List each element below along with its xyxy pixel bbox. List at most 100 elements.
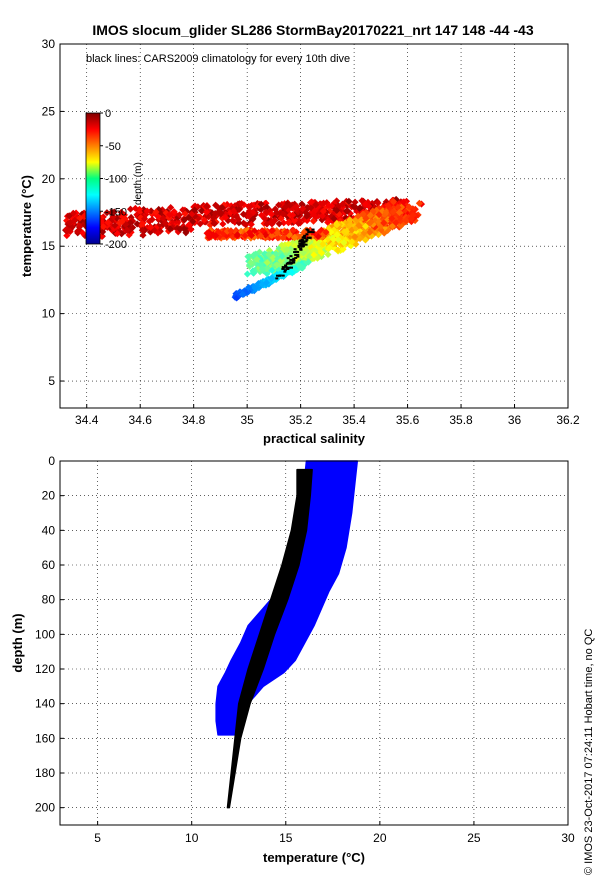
ts-point bbox=[320, 199, 328, 207]
ts-point bbox=[283, 246, 291, 254]
ts-point bbox=[312, 201, 320, 209]
ts-point bbox=[274, 234, 282, 242]
ts-point bbox=[196, 220, 204, 228]
profile-ytick-label: 180 bbox=[35, 766, 55, 780]
ts-point bbox=[265, 246, 273, 254]
ts-climatology-mark bbox=[290, 262, 294, 265]
ts-point bbox=[248, 231, 256, 239]
ts-point bbox=[284, 219, 292, 227]
profile-ytick-label: 140 bbox=[35, 697, 55, 711]
ts-xtick-label: 36.2 bbox=[556, 413, 580, 427]
ts-point bbox=[279, 210, 287, 218]
ts-point bbox=[399, 198, 407, 206]
ts-xtick-label: 34.6 bbox=[129, 413, 153, 427]
ts-point bbox=[219, 220, 227, 228]
ts-point bbox=[324, 250, 332, 259]
ts-point bbox=[351, 203, 359, 211]
ts-point bbox=[298, 200, 306, 208]
profile-ytick-label: 100 bbox=[35, 627, 55, 641]
ts-point bbox=[251, 284, 259, 292]
ts-point bbox=[267, 218, 275, 226]
ts-climatology-mark bbox=[299, 247, 303, 250]
ts-ytick-label: 25 bbox=[42, 104, 56, 118]
ts-point bbox=[190, 206, 199, 214]
ts-point bbox=[268, 232, 276, 240]
ts-xtick-label: 34.8 bbox=[182, 413, 206, 427]
ts-climatology-mark bbox=[283, 269, 287, 272]
ts-climatology-mark bbox=[307, 231, 311, 234]
ts-point bbox=[366, 211, 374, 219]
ts-plot-frame bbox=[59, 43, 569, 409]
climatology-profile-envelope bbox=[226, 468, 313, 809]
ts-climatology-mark bbox=[299, 243, 303, 246]
ts-xtick-label: 35.4 bbox=[342, 413, 366, 427]
ts-point bbox=[319, 212, 327, 220]
ts-point bbox=[238, 290, 247, 298]
ts-climatology-mark bbox=[278, 274, 282, 277]
ts-climatology-mark bbox=[293, 248, 297, 251]
ts-point bbox=[303, 217, 311, 225]
ts-point bbox=[366, 228, 374, 236]
ts-point bbox=[175, 211, 184, 219]
ts-ytick-label: 20 bbox=[42, 172, 56, 186]
ts-point bbox=[384, 201, 392, 210]
colorbar-tick-label: 0 bbox=[105, 108, 111, 120]
ts-point bbox=[241, 232, 249, 240]
ts-point bbox=[267, 275, 276, 283]
ts-point bbox=[367, 218, 375, 226]
ts-climatology-mark bbox=[292, 257, 296, 260]
ts-point bbox=[333, 206, 341, 214]
ts-point bbox=[123, 226, 131, 234]
ts-climatology-mark bbox=[301, 239, 305, 242]
profile-xtick-label: 20 bbox=[373, 831, 387, 845]
ts-point bbox=[246, 211, 254, 219]
ts-point bbox=[346, 216, 354, 224]
ts-point bbox=[293, 202, 301, 210]
ts-point bbox=[362, 222, 370, 230]
ts-point bbox=[118, 230, 126, 238]
ts-point bbox=[111, 221, 119, 229]
ts-climatology-mark bbox=[287, 262, 291, 265]
ts-climatology-mark bbox=[306, 236, 310, 239]
colorbar-ticks: 0 -50 -100 -150 -200 bbox=[100, 108, 127, 251]
ts-point bbox=[343, 227, 351, 235]
ts-point bbox=[263, 259, 271, 267]
ts-point bbox=[289, 226, 297, 234]
ts-xtick-label: 35 bbox=[240, 413, 254, 427]
ts-point bbox=[63, 232, 71, 240]
ts-climatology-mark bbox=[301, 236, 305, 239]
ts-ytick-label: 30 bbox=[42, 37, 56, 51]
ts-point bbox=[322, 228, 330, 236]
ts-point bbox=[187, 225, 195, 234]
ts-point bbox=[65, 212, 73, 220]
ts-climatology-mark bbox=[304, 240, 308, 243]
profile-xtick-label: 5 bbox=[94, 831, 101, 845]
ts-point bbox=[277, 257, 285, 265]
ts-point bbox=[279, 234, 287, 242]
ts-point bbox=[170, 208, 178, 216]
ts-ytick-label: 5 bbox=[48, 374, 55, 388]
ts-point bbox=[303, 212, 311, 220]
y-axis-label-2: depth (m) bbox=[10, 613, 25, 672]
ts-point bbox=[161, 219, 170, 227]
colorbar-tick-label: -100 bbox=[105, 174, 127, 186]
ts-climatology-mark bbox=[297, 246, 301, 249]
ts-point bbox=[245, 283, 253, 291]
ts-climatology-mark bbox=[294, 253, 298, 256]
ts-point bbox=[268, 266, 276, 274]
ts-point bbox=[362, 214, 370, 222]
ts-point bbox=[185, 213, 193, 222]
ts-point bbox=[289, 211, 297, 219]
ts-point bbox=[203, 202, 211, 210]
ts-point bbox=[344, 207, 352, 215]
ts-point bbox=[181, 210, 189, 218]
ts-point bbox=[281, 203, 289, 211]
ts-point bbox=[275, 220, 283, 228]
ts-climatology-mark bbox=[303, 237, 307, 240]
colorbar-tick-label: -150 bbox=[105, 206, 127, 218]
annotation-text: black lines: CARS2009 climatology for ev… bbox=[86, 53, 350, 65]
ts-point bbox=[262, 208, 270, 216]
ts-point bbox=[202, 208, 211, 216]
ts-point bbox=[330, 235, 338, 243]
